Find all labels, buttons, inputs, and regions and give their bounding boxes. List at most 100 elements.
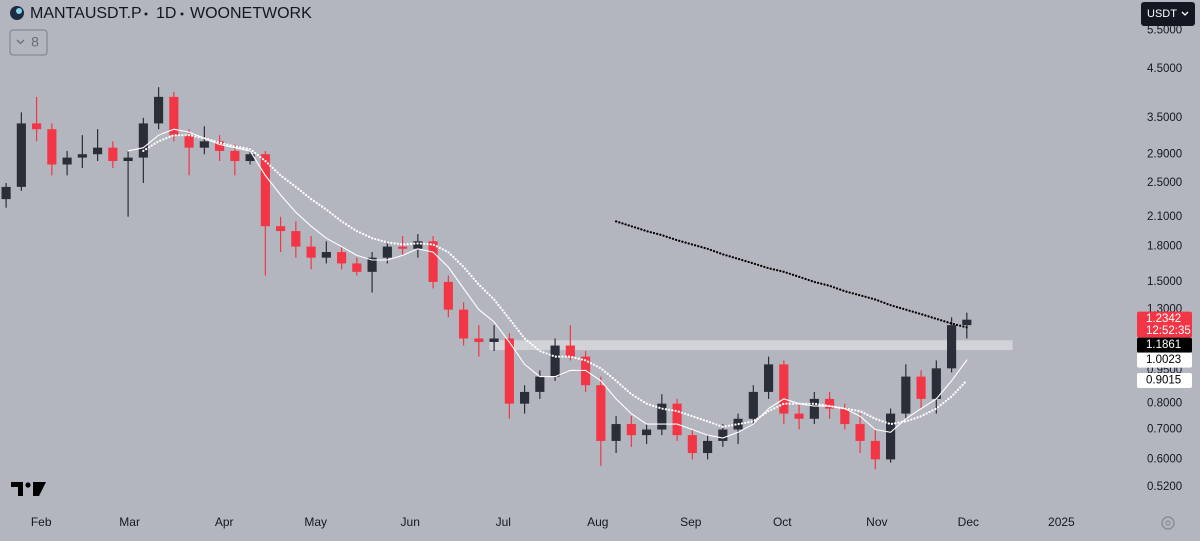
price-label-box — [1137, 337, 1192, 353]
candle-body — [657, 403, 667, 430]
logo-part — [11, 482, 23, 496]
candle-body — [962, 319, 972, 326]
candle-body — [855, 424, 865, 441]
candle-body — [764, 364, 774, 392]
candle-body — [703, 440, 713, 454]
candle-body — [840, 408, 850, 425]
price-axis: 0.52000.60000.70000.80000.95001.30001.50… — [1137, 24, 1192, 493]
candle-body — [184, 135, 194, 148]
price-label: 1.1861 — [1146, 339, 1181, 351]
x-tick-label: 2025 — [1048, 515, 1075, 529]
x-tick-label: Feb — [31, 515, 52, 529]
interval[interactable]: 1D — [156, 5, 176, 22]
price-label-box — [1137, 311, 1192, 338]
y-tick-label: 3.5000 — [1147, 112, 1182, 124]
candle-body — [337, 252, 347, 264]
candle-body — [16, 123, 26, 187]
candle-body — [916, 376, 926, 399]
candle-body — [428, 241, 438, 282]
candle-body — [398, 246, 408, 249]
y-tick-label: 0.7000 — [1147, 424, 1182, 436]
candle-body — [108, 147, 118, 162]
candle-body — [626, 424, 636, 436]
candle-body — [138, 123, 148, 158]
candle-body — [687, 435, 697, 454]
candle-body — [443, 281, 453, 310]
chevron — [16, 39, 25, 45]
candle-body — [169, 96, 179, 136]
candle-body — [62, 157, 72, 165]
candle-body — [947, 325, 957, 369]
separator — [180, 12, 184, 16]
plot — [1, 87, 1013, 470]
candle-body — [77, 154, 87, 158]
x-tick-label: Mar — [119, 515, 140, 529]
x-tick-label: Oct — [773, 515, 792, 529]
currency: USDT — [1147, 8, 1177, 20]
price-label: 1.0023 — [1146, 354, 1181, 366]
candle-body — [779, 364, 789, 414]
candle-body — [611, 424, 621, 441]
indicator-button[interactable] — [9, 29, 48, 56]
candle-body — [93, 147, 103, 155]
settings-gear[interactable] — [1161, 516, 1175, 530]
y-tick-label: 1.5000 — [1147, 276, 1182, 288]
candle-body — [489, 338, 499, 342]
candle-body — [794, 413, 804, 419]
x-tick-label: Jun — [401, 515, 420, 529]
candle-body — [215, 141, 225, 151]
y-tick-label: 2.9000 — [1147, 148, 1182, 160]
candle-body — [825, 398, 835, 409]
x-tick-label: Nov — [866, 515, 887, 529]
candle-body — [474, 338, 484, 342]
candle-body — [413, 241, 423, 249]
price-label-box — [1137, 352, 1192, 368]
y-tick-label: 2.5000 — [1147, 177, 1182, 189]
tradingview-logo — [11, 482, 46, 496]
symbol: MANTAUSDT.P — [30, 5, 142, 22]
y-tick-label: 5.5000 — [1147, 24, 1182, 36]
moving-average — [142, 134, 968, 428]
zone — [489, 340, 1013, 351]
candle-body — [352, 263, 362, 272]
candle-body — [1, 186, 11, 200]
y-tick-label: 4.5000 — [1147, 63, 1182, 75]
candle-body — [931, 368, 941, 399]
candle-body — [154, 96, 164, 124]
candle-body — [47, 129, 57, 165]
y-tick-label: 2.1000 — [1147, 211, 1182, 223]
candle-body — [276, 226, 286, 232]
settings-gear-center — [1165, 520, 1171, 526]
candle-body — [459, 309, 469, 339]
currency-button[interactable] — [1141, 2, 1195, 26]
price-label: 1.2342 — [1146, 313, 1181, 325]
candle-body — [367, 257, 377, 272]
symbol-logo-dot — [16, 8, 22, 14]
x-tick-label: Sep — [680, 515, 702, 529]
candle-body — [520, 391, 530, 404]
x-tick-label: Jul — [496, 515, 511, 529]
candle-body — [32, 123, 42, 130]
candle-body — [199, 141, 209, 148]
moving-average — [615, 220, 968, 329]
candle-body — [642, 429, 652, 436]
settings[interactable] — [1161, 516, 1175, 530]
candle-body — [886, 413, 896, 460]
candle-body — [260, 154, 270, 227]
candle-body — [230, 150, 240, 162]
candle-body — [504, 338, 514, 404]
candle-body — [550, 345, 560, 377]
logo-part — [33, 482, 46, 496]
candle-body — [565, 345, 575, 357]
price-label: 0.9015 — [1146, 375, 1181, 387]
candle-body — [901, 376, 911, 414]
x-tick-label: May — [304, 515, 327, 529]
indicator-count: 8 — [31, 34, 39, 50]
y-tick-label: 0.8000 — [1147, 398, 1182, 410]
indicator-toggle[interactable]: 8 — [9, 29, 48, 56]
candle-body — [748, 391, 758, 419]
currency-select[interactable]: USDT — [1141, 2, 1195, 26]
y-tick-label: 0.6000 — [1147, 453, 1182, 465]
candle-body — [672, 403, 682, 436]
candle-body — [123, 157, 133, 162]
